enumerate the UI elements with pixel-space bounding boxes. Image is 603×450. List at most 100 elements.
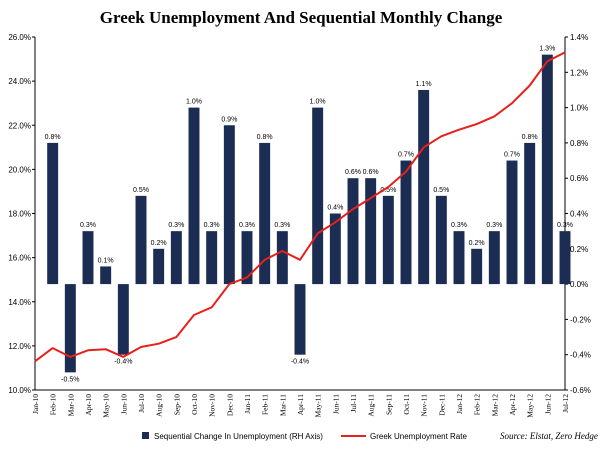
legend: Sequential Change In Unemployment (RH Ax… [142,432,467,441]
bar-Mar-12 [488,231,500,285]
left-axis-tick-label: 16.0% [8,254,31,263]
x-tick-label: Mar-12 [490,394,499,417]
x-tick-label: Jun-10 [119,394,128,415]
bar-Feb-10 [47,142,59,285]
left-axis: 10.0% 12.0% 14.0% 16.0% 18.0% 20.0% 22.0% 24.0%… [8,33,36,395]
bar-Mar-10 [64,284,76,373]
bar-value-label: 0.4% [327,205,343,212]
right-axis-tick-label: -0.2% [570,315,591,324]
x-tick-label: Apr-11 [296,394,305,415]
left-axis-tick-label: 26.0% [8,33,31,42]
bar-value-label: 0.3% [486,222,502,229]
bar-value-label: 1.0% [186,99,202,106]
x-tick-label: Mar-10 [66,394,75,417]
right-axis-tick-label: 1.4% [570,33,588,42]
bar-value-label: 0.5% [133,187,149,194]
bar-Oct-10 [188,107,200,285]
x-tick-label: Oct-10 [190,394,199,415]
bar-Sep-11 [382,195,394,285]
bar-value-label: -0.4% [291,359,309,366]
bars-series [47,54,571,373]
unemployment-line-series [34,51,566,363]
bar-value-label: 0.5% [433,187,449,194]
chart-title: Greek Unemployment And Sequential Monthl… [100,8,503,27]
x-tick-label: Apr-12 [508,394,517,416]
bar-May-10 [100,266,112,285]
bar-value-label: -0.4% [114,359,132,366]
x-tick-label: May-10 [102,394,111,418]
left-axis-tick-label: 12.0% [8,342,31,351]
bar-Feb-11 [259,142,271,285]
bar-Jan-12 [453,231,465,285]
bar-Oct-11 [400,160,412,285]
bar-Jul-12 [559,231,571,285]
right-axis-tick-label: 0.8% [570,139,588,148]
x-tick-label: Jul-11 [349,394,358,413]
right-axis-tick-label: 1.0% [570,104,588,113]
x-tick-label: Feb-10 [49,394,58,415]
bar-Sep-10 [170,231,182,285]
legend-bar-swatch [142,432,149,439]
bar-value-label: 0.3% [274,222,290,229]
right-axis-tick-label: -0.6% [570,386,591,395]
bar-value-label: 0.8% [45,134,61,141]
bar-value-label: 0.2% [151,240,167,247]
bar-value-label: -0.5% [61,376,79,383]
x-tick-label: Apr-10 [84,394,93,416]
bar-May-12 [524,142,536,285]
bar-value-label: 0.3% [168,222,184,229]
bar-Aug-10 [153,248,165,285]
x-tick-label: Feb-12 [473,394,482,415]
bar-Jul-10 [135,195,147,285]
bar-Nov-11 [418,89,430,285]
bar-value-label: 0.3% [204,222,220,229]
x-tick-label: Sep-10 [172,394,181,415]
bar-Nov-10 [206,231,218,285]
bar-Mar-11 [276,231,288,285]
bar-value-label: 0.7% [504,152,520,159]
bar-labels: 0.8% -0.5% 0.3% 0.1% -0.4% 0.5% 0.2% 0.3% 1.0% 0.… [45,46,573,384]
legend-bar-label: Sequential Change In Unemployment (RH Ax… [154,432,323,441]
x-axis: Jan-10 Feb-10 Mar-10 Apr-10 May-10 Jun-10 Jul-… [31,389,570,418]
bar-Aug-11 [365,178,377,285]
bar-value-label: 1.3% [539,46,555,53]
right-axis: -0.6% -0.4% -0.2% 0.0% 0.2% 0.4% 0.6% 0.8% 1.0% 1… [564,33,591,395]
bar-value-label: 0.1% [98,257,114,264]
x-tick-label: Dec-11 [437,394,446,416]
bar-value-label: 0.8% [257,134,273,141]
bar-Apr-10 [82,231,94,285]
left-axis-tick-label: 18.0% [8,210,31,219]
bar-Jun-10 [117,284,129,355]
bar-Apr-12 [506,160,518,285]
bar-value-label: 0.3% [451,222,467,229]
bar-value-label: 0.5% [380,187,396,194]
left-axis-tick-label: 10.0% [8,386,31,395]
bar-Jul-11 [347,178,359,285]
x-tick-label: Jun-11 [331,394,340,414]
bar-value-label: 0.9% [221,116,237,123]
x-tick-label: Jul-12 [561,394,570,413]
bar-value-label: 0.8% [522,134,538,141]
x-tick-label: Jan-11 [243,394,252,414]
bar-value-label: 1.0% [310,99,326,106]
x-tick-label: Mar-11 [278,394,287,416]
x-tick-label: Dec-10 [225,394,234,416]
bar-value-label: 0.3% [80,222,96,229]
x-tick-label: Aug-10 [155,394,164,417]
left-axis-tick-label: 24.0% [8,77,31,86]
bar-value-label: 0.7% [398,152,414,159]
right-axis-tick-label: -0.4% [570,351,591,360]
unemployment-rate-line [34,51,566,363]
x-tick-label: Aug-11 [367,394,376,417]
bar-value-label: 0.6% [363,169,379,176]
x-tick-label: May-11 [314,394,323,418]
bar-value-label: 0.2% [469,240,485,247]
bar-Dec-11 [435,195,447,285]
bar-Jan-11 [241,231,253,285]
right-axis-tick-label: 0.4% [570,210,588,219]
bar-value-label: 0.3% [557,222,573,229]
left-axis-tick-label: 20.0% [8,165,31,174]
x-tick-label: Sep-11 [384,394,393,415]
x-tick-label: Jun-12 [543,394,552,415]
